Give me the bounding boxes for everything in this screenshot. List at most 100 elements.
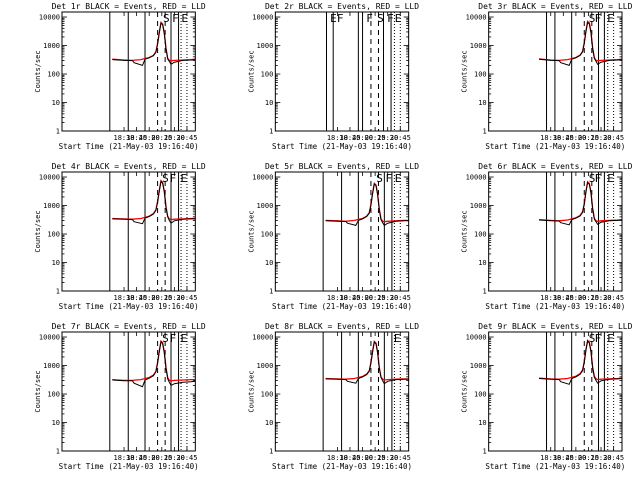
x-axis-label: Start Time (21-May-03 19:16:40) (272, 462, 412, 471)
series-events-line (112, 340, 196, 388)
y-axis-label: Counts/sec (461, 370, 469, 412)
y-tick-label: 1 (269, 288, 273, 296)
event-mark: E (394, 332, 401, 345)
x-tick-label: 20:15 (151, 454, 172, 462)
y-tick-label: 1 (56, 128, 60, 136)
panel-title: Det 1r BLACK = Events, RED = LLD (52, 2, 206, 11)
series-lld-line (112, 21, 196, 62)
panel-title: Det 4r BLACK = Events, RED = LLD (52, 162, 206, 171)
x-tick-label: 20:30 (377, 294, 398, 302)
series-lld-line (538, 180, 622, 222)
x-axis-label: Start Time (21-May-03 19:16:40) (485, 302, 625, 311)
panel-title: Det 6r BLACK = Events, RED = LLD (478, 162, 632, 171)
panel-title: Det 7r BLACK = Events, RED = LLD (52, 322, 206, 331)
plot-frame (488, 171, 623, 292)
x-tick-label: 20:15 (151, 294, 172, 302)
y-tick-label: 10000 (252, 174, 273, 182)
x-axis-label: Start Time (21-May-03 19:16:40) (59, 142, 199, 151)
y-tick-label: 10000 (39, 174, 60, 182)
y-tick-label: 10 (478, 419, 486, 427)
y-tick-label: 1 (482, 288, 486, 296)
x-tick-label: 18:45 (126, 294, 147, 302)
y-tick-label: 100 (261, 71, 274, 79)
event-mark: F (170, 172, 177, 185)
y-tick-label: 10000 (252, 14, 273, 22)
series-events-line (325, 341, 409, 385)
y-axis-label: Counts/sec (34, 50, 42, 92)
x-tick-label: 20:30 (377, 134, 398, 142)
series-events-line (325, 183, 409, 227)
y-tick-label: 10000 (252, 334, 273, 342)
y-tick-label: 1000 (256, 202, 273, 210)
event-mark: E (181, 172, 188, 185)
y-tick-label: 1 (482, 448, 486, 456)
y-axis-label: Counts/sec (461, 210, 469, 252)
x-tick-label: 20:30 (590, 454, 611, 462)
event-mark: E (395, 12, 402, 25)
y-tick-label: 100 (47, 391, 60, 399)
y-axis-label: Counts/sec (247, 50, 255, 92)
y-tick-label: 10 (265, 419, 273, 427)
series-lld-line (325, 182, 409, 223)
event-mark: S (589, 12, 596, 25)
event-mark: F (337, 12, 344, 25)
event-mark: S (589, 332, 596, 345)
x-axis-label: Start Time (21-May-03 19:16:40) (59, 462, 199, 471)
y-tick-label: 1000 (256, 42, 273, 50)
series-lld-line (112, 339, 196, 382)
y-tick-label: 100 (47, 231, 60, 239)
x-tick-label: 18:30 (327, 454, 348, 462)
x-axis-label: Start Time (21-May-03 19:16:40) (485, 142, 625, 151)
event-mark: E (607, 12, 614, 25)
event-mark: S (377, 12, 384, 25)
x-tick-label: 18:30 (540, 134, 561, 142)
x-tick-label: 20:30 (377, 454, 398, 462)
series-lld-line (325, 340, 409, 381)
y-tick-label: 10 (478, 99, 486, 107)
x-tick-label: 20:45 (176, 134, 197, 142)
event-mark: S (162, 172, 169, 185)
y-axis-label: Counts/sec (34, 370, 42, 412)
y-tick-label: 1000 (470, 202, 487, 210)
y-axis-label: Counts/sec (247, 210, 255, 252)
y-tick-label: 10 (265, 99, 273, 107)
x-tick-label: 20:15 (365, 454, 386, 462)
x-tick-label: 18:30 (540, 454, 561, 462)
y-tick-label: 10 (52, 259, 60, 267)
x-tick-label: 18:45 (126, 134, 147, 142)
y-tick-label: 10000 (466, 174, 487, 182)
y-tick-label: 100 (474, 231, 487, 239)
plot-frame (274, 171, 410, 292)
y-tick-label: 10000 (466, 334, 487, 342)
x-tick-label: 18:45 (339, 294, 360, 302)
y-tick-label: 1 (56, 288, 60, 296)
x-tick-label: 18:45 (339, 454, 360, 462)
panel-title: Det 9r BLACK = Events, RED = LLD (478, 322, 632, 331)
x-tick-label: 18:45 (553, 134, 574, 142)
x-tick-label: 18:30 (327, 294, 348, 302)
x-tick-label: 20:00 (565, 294, 586, 302)
event-mark: E (181, 12, 188, 25)
x-axis-label: Start Time (21-May-03 19:16:40) (272, 302, 412, 311)
x-tick-label: 20:45 (603, 294, 624, 302)
x-tick-label: 20:30 (590, 294, 611, 302)
x-tick-label: 20:45 (603, 134, 624, 142)
x-tick-label: 18:30 (540, 294, 561, 302)
series-events-line (538, 340, 622, 385)
y-tick-label: 10 (265, 259, 273, 267)
x-tick-label: 20:30 (164, 134, 185, 142)
x-tick-label: 20:45 (176, 454, 197, 462)
x-tick-label: 18:30 (327, 134, 348, 142)
event-mark: S (589, 172, 596, 185)
series-lld-line (112, 179, 196, 221)
plot-frame (61, 11, 196, 132)
x-tick-label: 18:45 (339, 134, 360, 142)
event-mark: F (595, 332, 602, 345)
series-events-line (112, 22, 196, 67)
x-tick-label: 18:45 (126, 454, 147, 462)
y-tick-label: 1000 (43, 362, 60, 370)
